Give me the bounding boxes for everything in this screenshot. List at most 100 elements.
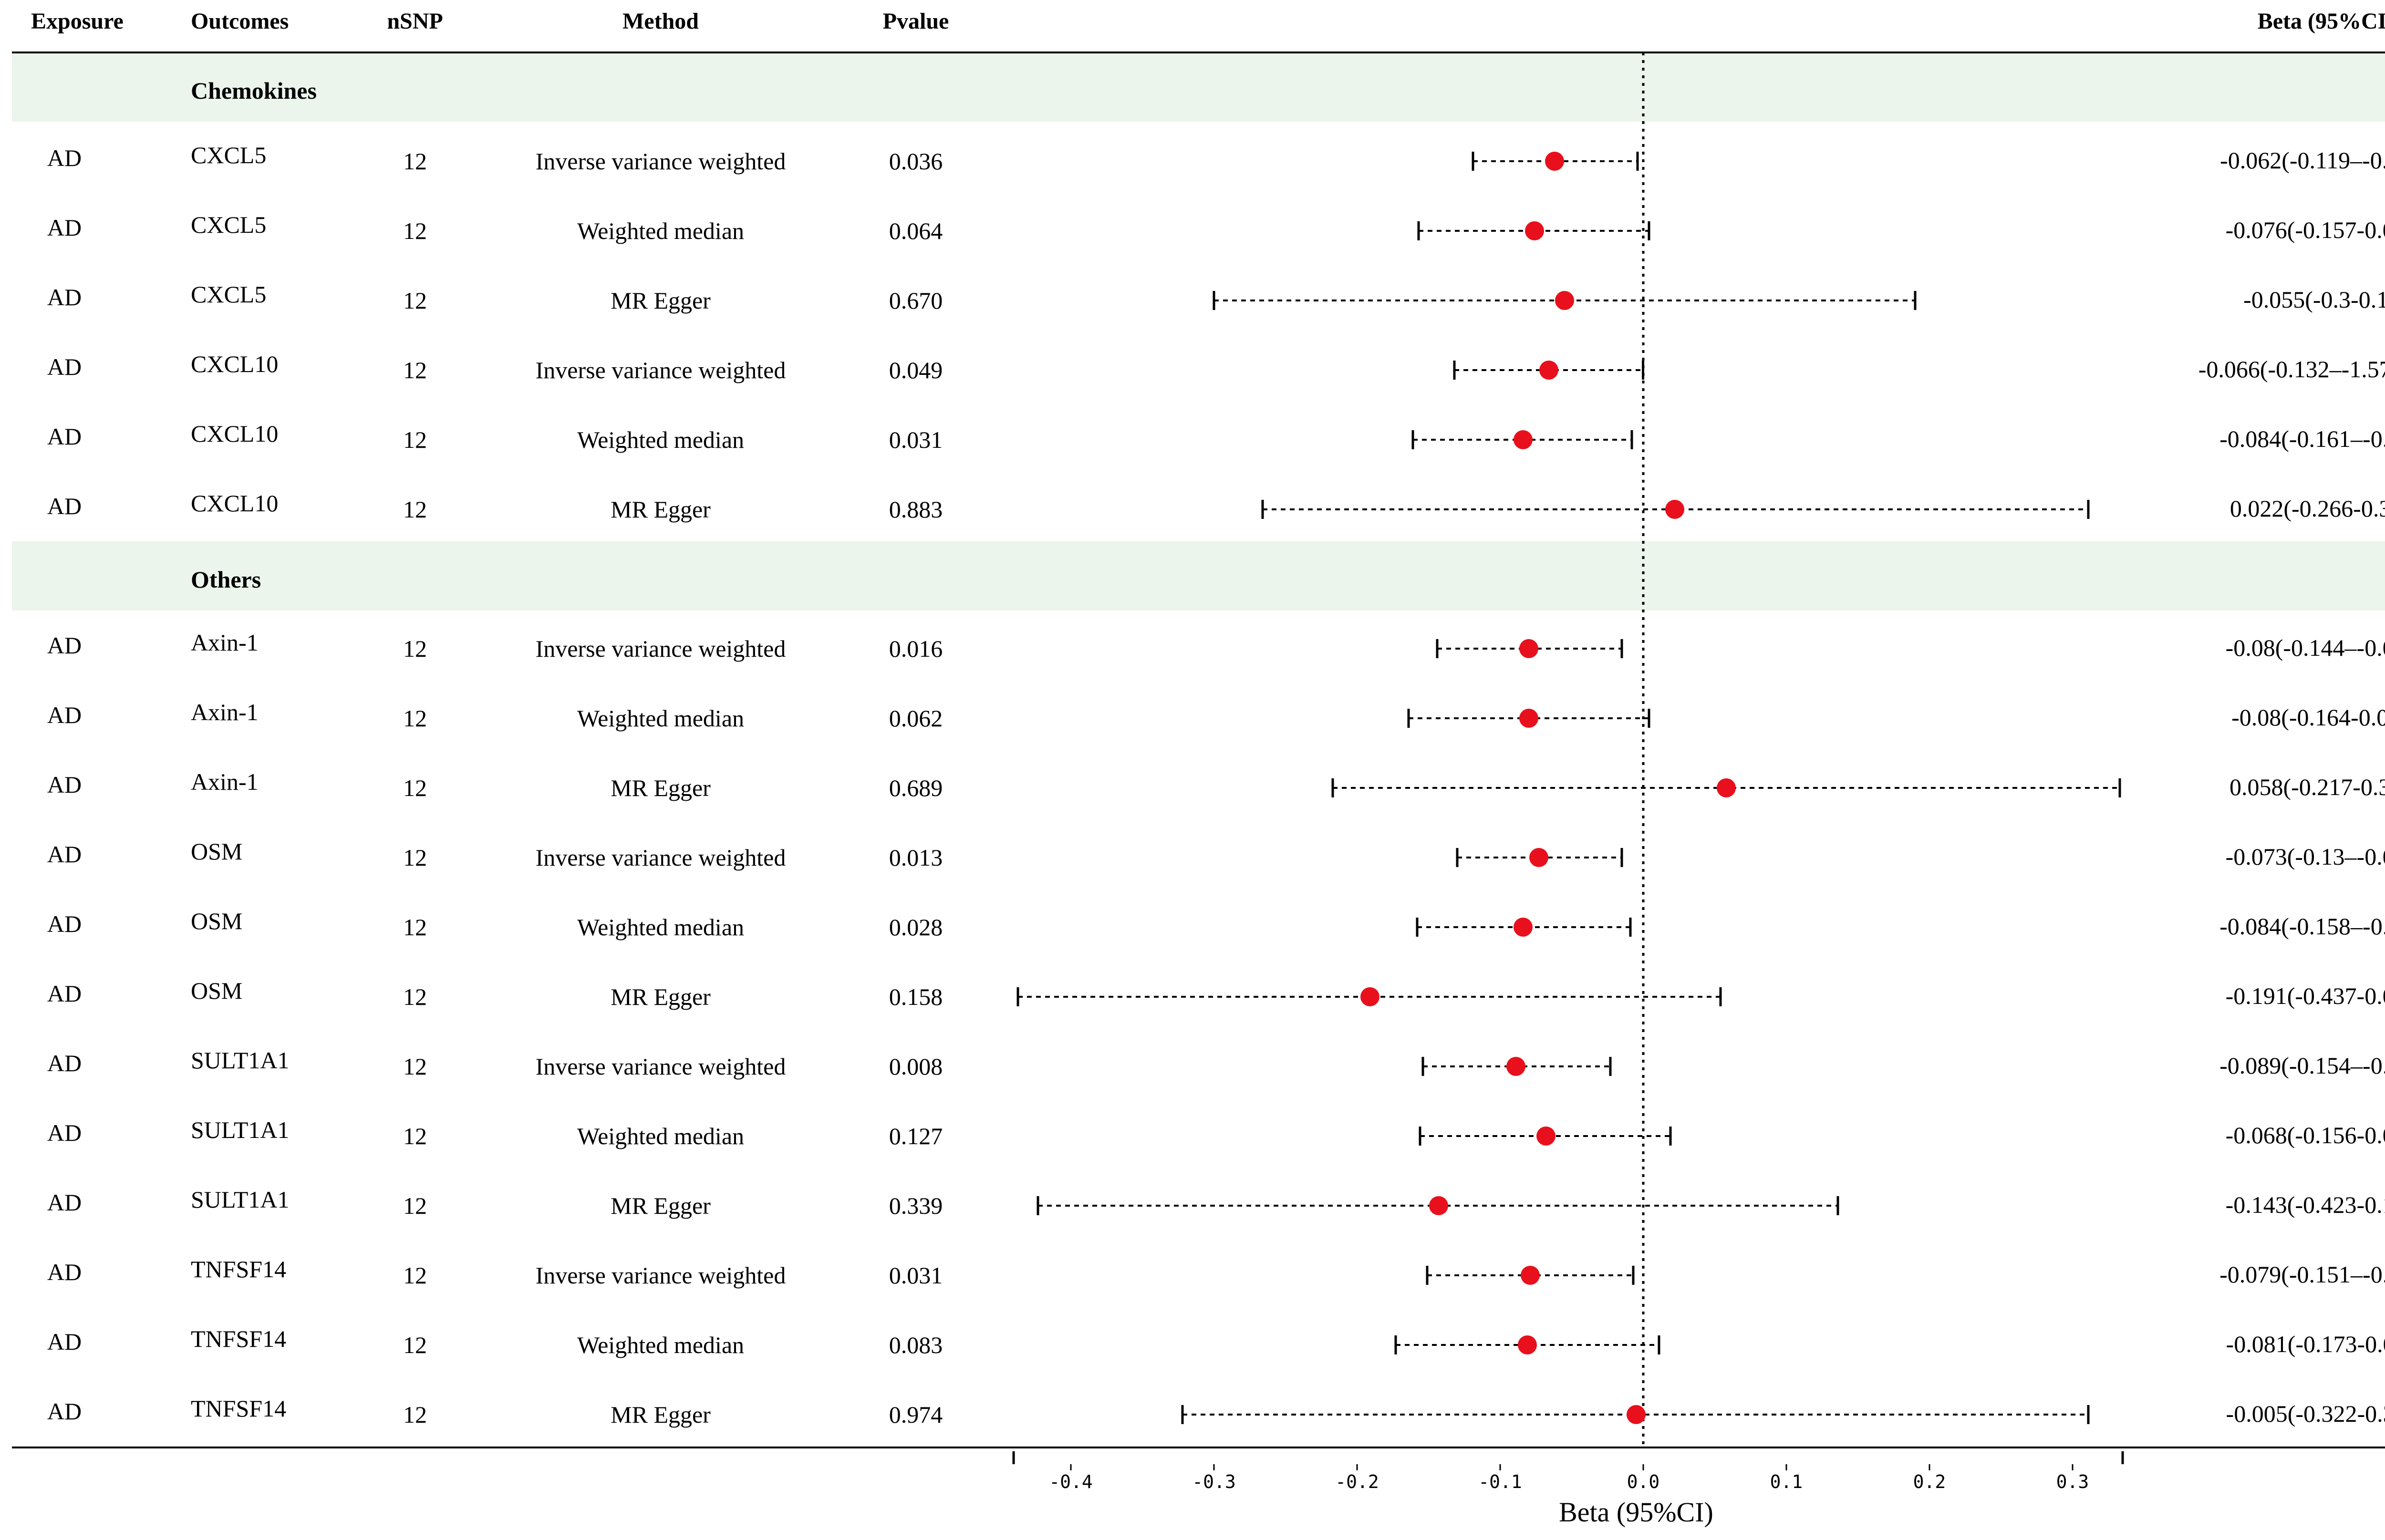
- cell-exposure: AD: [47, 910, 82, 937]
- cell-nsnp: 12: [403, 635, 427, 662]
- cell-outcome: SULT1A1: [191, 1116, 290, 1143]
- cell-beta-ci: -0.076(-0.157-0.004): [2226, 217, 2385, 243]
- cell-exposure: AD: [47, 1328, 82, 1355]
- point-estimate: [1519, 639, 1538, 658]
- section-band-chemokines: [12, 52, 2385, 122]
- cell-beta-ci: 0.058(-0.217-0.333): [2229, 774, 2385, 800]
- cell-pvalue: 0.016: [889, 635, 943, 662]
- x-tick-label: -0.4: [1049, 1471, 1093, 1492]
- x-tick-label: 0.3: [2056, 1471, 2089, 1492]
- cell-exposure: AD: [47, 423, 82, 450]
- cell-nsnp: 12: [403, 705, 427, 732]
- point-estimate: [1360, 987, 1379, 1006]
- cell-exposure: AD: [47, 1398, 82, 1425]
- cell-exposure: AD: [47, 284, 82, 310]
- cell-pvalue: 0.689: [889, 775, 943, 801]
- cell-exposure: AD: [47, 1119, 82, 1146]
- cell-pvalue: 0.670: [889, 287, 943, 314]
- cell-beta-ci: -0.081(-0.173-0.011): [2226, 1331, 2385, 1357]
- section-band-others: [12, 541, 2385, 610]
- cell-pvalue: 0.031: [889, 426, 943, 453]
- cell-method: Inverse variance weighted: [536, 635, 786, 662]
- cell-pvalue: 0.028: [889, 914, 943, 941]
- cell-beta-ci: -0.143(-0.423-0.136): [2226, 1191, 2385, 1218]
- cell-beta-ci: -0.089(-0.154–-0.023): [2219, 1052, 2385, 1079]
- table-cells: AD CXCL5 12 Inverse variance weighted 0.036 -…: [47, 142, 2385, 1428]
- header-outcomes: Outcomes: [191, 9, 289, 34]
- cell-exposure: AD: [47, 980, 82, 1007]
- x-axis-label: Beta (95%CI): [1559, 1497, 1713, 1528]
- cell-outcome: OSM: [191, 977, 242, 1004]
- cell-beta-ci: -0.191(-0.437-0.054): [2226, 982, 2385, 1009]
- cell-pvalue: 0.083: [889, 1332, 943, 1358]
- cell-pvalue: 0.049: [889, 357, 943, 383]
- cell-exposure: AD: [47, 353, 82, 380]
- cell-exposure: AD: [47, 702, 82, 728]
- cell-outcome: TNFSF14: [191, 1256, 286, 1282]
- cell-method: Weighted median: [577, 1123, 744, 1149]
- cell-beta-ci: -0.068(-0.156-0.019): [2226, 1122, 2385, 1148]
- point-estimate: [1539, 361, 1558, 380]
- cell-exposure: AD: [47, 214, 82, 241]
- cell-pvalue: 0.339: [889, 1192, 943, 1219]
- cell-outcome: CXCL5: [191, 142, 266, 168]
- x-tick-label: -0.1: [1478, 1471, 1522, 1492]
- header-method: Method: [622, 9, 699, 34]
- cell-outcome: SULT1A1: [191, 1047, 290, 1074]
- point-estimate: [1665, 500, 1684, 519]
- cell-nsnp: 12: [403, 148, 427, 175]
- cell-beta-ci: -0.066(-0.132–-1.572e-04): [2198, 356, 2385, 382]
- point-estimate: [1627, 1405, 1646, 1424]
- cell-outcome: OSM: [191, 838, 242, 865]
- x-tick-label: 0.1: [1770, 1471, 1803, 1492]
- cell-method: MR Egger: [611, 775, 711, 801]
- cell-pvalue: 0.031: [889, 1262, 943, 1289]
- cell-method: Inverse variance weighted: [536, 357, 786, 383]
- cell-outcome: TNFSF14: [191, 1395, 286, 1422]
- cell-beta-ci: -0.084(-0.161–-0.008): [2219, 425, 2385, 452]
- x-axis: -0.4 -0.3 -0.2 -0.1 0.0 0.1 0.2 0.3: [1012, 1451, 2124, 1492]
- cell-outcome: TNFSF14: [191, 1325, 286, 1352]
- cell-outcome: CXCL5: [191, 211, 266, 238]
- cell-exposure: AD: [47, 1189, 82, 1216]
- cell-outcome: CXCL10: [191, 420, 278, 447]
- cell-beta-ci: -0.055(-0.3-0.19): [2243, 286, 2385, 313]
- cell-outcome: Axin-1: [191, 768, 259, 795]
- cell-beta-ci: -0.079(-0.151–-0.007): [2219, 1261, 2385, 1288]
- x-tick-label: 0.0: [1627, 1471, 1660, 1492]
- cell-exposure: AD: [47, 771, 82, 798]
- point-estimate: [1529, 848, 1548, 867]
- point-estimate: [1717, 778, 1736, 797]
- header-nsnp: nSNP: [387, 9, 443, 34]
- cell-exposure: AD: [47, 1259, 82, 1285]
- cell-nsnp: 12: [403, 983, 427, 1010]
- cell-nsnp: 12: [403, 1262, 427, 1289]
- cell-beta-ci: -0.08(-0.144–-0.015): [2226, 634, 2385, 661]
- cell-method: Inverse variance weighted: [536, 1053, 786, 1080]
- x-tick-label: -0.3: [1192, 1471, 1236, 1492]
- cell-nsnp: 12: [403, 1053, 427, 1080]
- cell-exposure: AD: [47, 145, 82, 171]
- cell-method: MR Egger: [611, 1192, 711, 1219]
- cell-method: MR Egger: [611, 496, 711, 523]
- cell-pvalue: 0.158: [889, 983, 943, 1010]
- cell-nsnp: 12: [403, 914, 427, 941]
- cell-beta-ci: -0.084(-0.158–-0.009): [2219, 913, 2385, 940]
- cell-nsnp: 12: [403, 1192, 427, 1219]
- cell-pvalue: 0.036: [889, 148, 943, 175]
- cell-beta-ci: -0.073(-0.13–-0.015): [2226, 843, 2385, 870]
- cell-exposure: AD: [47, 632, 82, 659]
- x-tick-label: -0.2: [1335, 1471, 1379, 1492]
- cell-pvalue: 0.013: [889, 844, 943, 871]
- cell-method: MR Egger: [611, 287, 711, 314]
- point-estimate: [1518, 1335, 1537, 1354]
- cell-nsnp: 12: [403, 496, 427, 523]
- point-estimate: [1536, 1127, 1555, 1146]
- cell-nsnp: 12: [403, 844, 427, 871]
- cell-pvalue: 0.064: [889, 217, 943, 244]
- point-estimate: [1429, 1196, 1448, 1215]
- header-exposure: Exposure: [31, 9, 124, 34]
- point-estimate: [1514, 918, 1533, 937]
- point-estimate: [1519, 709, 1538, 728]
